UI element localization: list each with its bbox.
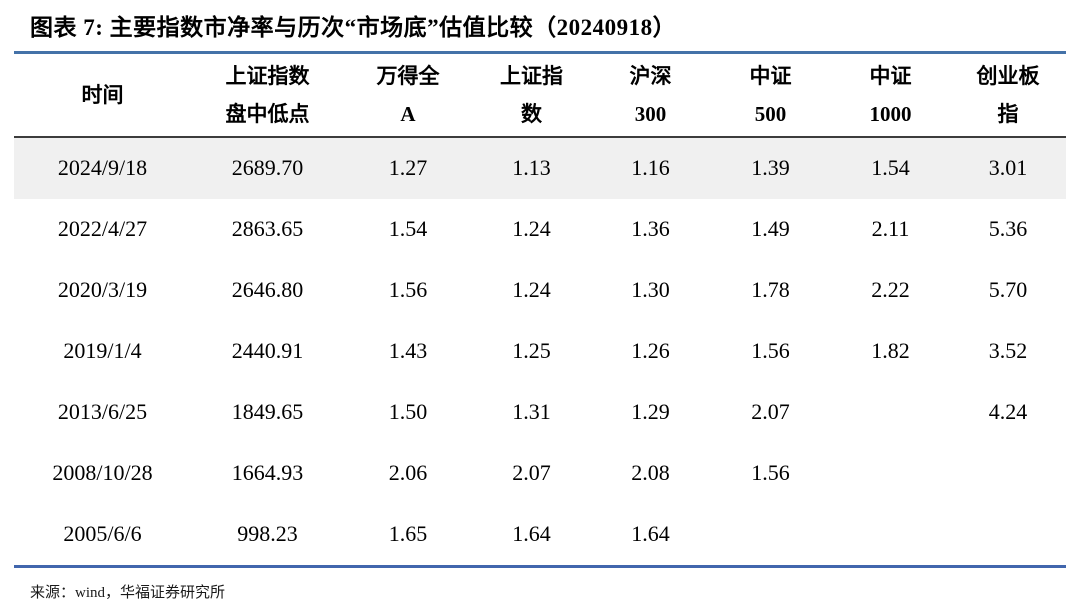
table-cell: 1.43	[388, 338, 428, 364]
table-cell: 2.11	[871, 216, 910, 242]
table-cell: 1.82	[871, 338, 910, 364]
table-cell: 1849.65	[231, 399, 304, 425]
column-header-chinext: 创业板指	[950, 57, 1066, 133]
table-cell: 1.36	[631, 216, 670, 242]
table-cell: 1.64	[631, 521, 670, 547]
column-header-line: 上证指数	[225, 63, 310, 88]
table-cell: 3.52	[988, 338, 1028, 364]
valuation-table: 时间 上证指数 盘中低点 万得全 A 上证指数 沪深 300 中证 500 中证 1000…	[14, 54, 1066, 568]
table-cell: 2013/6/25	[57, 399, 148, 425]
table-cell: 2863.65	[231, 216, 304, 242]
column-header-csi300: 沪深 300	[591, 57, 710, 133]
table-cell: 2.07	[512, 460, 551, 486]
table-cell: 2022/4/27	[57, 216, 148, 242]
column-header-line: 指	[997, 101, 1019, 126]
column-header-time: 时间	[14, 76, 191, 114]
table-row: 2022/4/27 2863.65 1.54 1.24 1.36 1.49 2.…	[14, 199, 1066, 260]
table-cell: 998.23	[237, 521, 298, 547]
table-cell: 1.78	[751, 277, 790, 303]
table-header: 时间 上证指数 盘中低点 万得全 A 上证指数 沪深 300 中证 500 中证 1000…	[14, 54, 1066, 138]
table-row: 2005/6/6 998.23 1.65 1.64 1.64	[14, 504, 1066, 565]
table-cell: 1.25	[512, 338, 551, 364]
table-cell: 2.22	[871, 277, 910, 303]
table-cell: 1.56	[751, 460, 790, 486]
table-cell: 2689.70	[231, 155, 304, 181]
table-cell: 1.64	[512, 521, 551, 547]
table-row: 2024/9/18 2689.70 1.27 1.13 1.16 1.39 1.…	[14, 137, 1066, 199]
table-cell: 1.65	[388, 521, 428, 547]
column-header-line: A	[400, 101, 416, 126]
table-cell: 1.49	[751, 216, 790, 242]
column-header-line: 万得全	[376, 63, 440, 88]
table-cell: 1.24	[512, 216, 551, 242]
column-header-sse-intraday-low: 上证指数 盘中低点	[191, 57, 344, 133]
table-row: 2020/3/19 2646.80 1.56 1.24 1.30 1.78 2.…	[14, 260, 1066, 321]
column-header-csi500: 中证 500	[710, 57, 831, 133]
table-cell: 2.06	[388, 460, 428, 486]
column-header-sse-index: 上证指数	[472, 57, 591, 133]
table-row: 2013/6/25 1849.65 1.50 1.31 1.29 2.07 4.…	[14, 382, 1066, 443]
table-cell: 2020/3/19	[57, 277, 148, 303]
table-cell: 1.56	[751, 338, 790, 364]
table-cell: 2024/9/18	[57, 155, 148, 181]
table-cell: 1.26	[631, 338, 670, 364]
column-header-line: 创业板	[976, 63, 1040, 88]
table-cell: 3.01	[988, 155, 1028, 181]
table-body: 2024/9/18 2689.70 1.27 1.13 1.16 1.39 1.…	[14, 137, 1066, 568]
table-cell: 2005/6/6	[63, 521, 142, 547]
table-cell: 1664.93	[231, 460, 304, 486]
table-cell: 1.54	[871, 155, 910, 181]
table-cell: 1.24	[512, 277, 551, 303]
table-cell: 4.24	[988, 399, 1028, 425]
column-header-line: 300	[634, 101, 667, 126]
column-header-line: 中证	[749, 63, 792, 88]
table-cell: 1.16	[631, 155, 670, 181]
table-cell: 2.07	[751, 399, 790, 425]
source-note: 来源：wind，华福证券研究所	[30, 584, 226, 601]
table-cell: 1.50	[388, 399, 428, 425]
table-cell: 1.29	[631, 399, 670, 425]
table-cell: 2008/10/28	[52, 460, 153, 486]
table-row: 2019/1/4 2440.91 1.43 1.25 1.26 1.56 1.8…	[14, 321, 1066, 382]
table-cell: 5.36	[988, 216, 1028, 242]
figure-title: 图表 7: 主要指数市净率与历次“市场底”估值比较（20240918）	[30, 15, 677, 40]
table-row: 2008/10/28 1664.93 2.06 2.07 2.08 1.56	[14, 443, 1066, 504]
table-cell: 2646.80	[231, 277, 304, 303]
table-cell: 1.27	[388, 155, 428, 181]
table-cell: 1.56	[388, 277, 428, 303]
table-cell: 1.31	[512, 399, 551, 425]
table-cell: 1.13	[512, 155, 551, 181]
column-header-line: 数	[521, 101, 542, 126]
table-cell: 1.54	[388, 216, 428, 242]
table-cell: 2.08	[631, 460, 670, 486]
column-header-line: 上证指	[500, 63, 563, 88]
table-cell: 1.30	[631, 277, 670, 303]
column-header-line: 盘中低点	[225, 101, 310, 126]
title-divider	[14, 50, 1066, 54]
column-header-line: 时间	[81, 82, 124, 107]
table-cell: 1.39	[751, 155, 790, 181]
column-header-wind-all-a: 万得全 A	[344, 57, 472, 133]
column-header-csi1000: 中证 1000	[831, 57, 950, 133]
column-header-line: 1000	[869, 101, 912, 126]
table-cell: 2019/1/4	[63, 338, 142, 364]
column-header-line: 500	[754, 101, 787, 126]
table-cell: 2440.91	[231, 338, 304, 364]
column-header-line: 沪深	[629, 63, 672, 88]
column-header-line: 中证	[869, 63, 912, 88]
table-cell: 5.70	[988, 277, 1028, 303]
